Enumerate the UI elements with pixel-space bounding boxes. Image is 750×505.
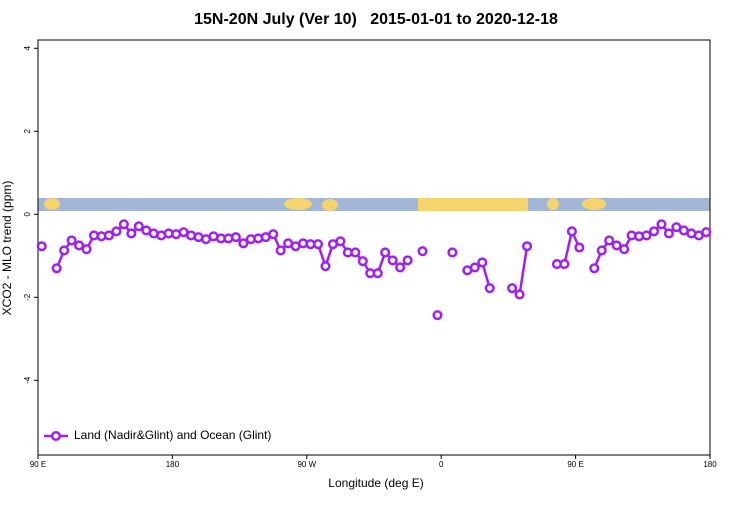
point bbox=[402, 255, 413, 266]
point bbox=[641, 230, 652, 241]
y-axis-label: XCO2 - MLO trend (ppm) bbox=[0, 181, 14, 316]
chart-title: 15N-20N July (Ver 10) 2015-01-01 to 2020… bbox=[194, 11, 558, 28]
point bbox=[312, 239, 324, 250]
point bbox=[574, 242, 585, 253]
land bbox=[284, 198, 312, 210]
point bbox=[417, 246, 428, 257]
map-strip bbox=[38, 198, 710, 211]
point bbox=[335, 236, 346, 247]
point bbox=[611, 240, 622, 251]
x-tick-label: 90 E bbox=[567, 460, 583, 469]
point bbox=[619, 244, 630, 255]
y-tick-label: 4 bbox=[23, 46, 32, 51]
point bbox=[111, 226, 122, 237]
point bbox=[350, 247, 361, 258]
point bbox=[596, 245, 607, 256]
point bbox=[663, 228, 674, 239]
x-tick-label: 180 bbox=[703, 460, 717, 469]
x-tick-label: 90 W bbox=[297, 460, 316, 469]
point bbox=[522, 241, 533, 252]
land bbox=[582, 198, 606, 210]
point bbox=[275, 245, 286, 256]
point bbox=[380, 247, 391, 258]
x-axis-label: Longitude (deg E) bbox=[328, 476, 423, 490]
point bbox=[589, 263, 600, 274]
point bbox=[395, 262, 406, 273]
point bbox=[59, 245, 70, 256]
point bbox=[133, 221, 144, 232]
land bbox=[547, 198, 559, 210]
point bbox=[566, 226, 577, 237]
point bbox=[230, 232, 241, 243]
land bbox=[322, 199, 338, 211]
ocean-band bbox=[38, 198, 710, 211]
point bbox=[514, 289, 525, 300]
point bbox=[66, 235, 77, 246]
y-tick-label: 0 bbox=[23, 212, 32, 217]
x-tick-label: 90 E bbox=[30, 460, 46, 469]
point bbox=[469, 262, 480, 273]
point bbox=[126, 228, 137, 239]
legend-label: Land (Nadir&Glint) and Ocean (Glint) bbox=[74, 428, 271, 442]
point bbox=[648, 226, 660, 237]
point bbox=[447, 247, 458, 258]
point bbox=[432, 310, 443, 321]
point bbox=[268, 229, 279, 240]
point bbox=[74, 240, 85, 251]
point bbox=[51, 263, 62, 274]
land bbox=[418, 198, 528, 211]
y-tick-label: 2 bbox=[23, 129, 32, 134]
point bbox=[118, 219, 129, 230]
x-tick-label: 0 bbox=[439, 460, 444, 469]
point bbox=[103, 230, 114, 241]
point bbox=[387, 255, 398, 266]
point bbox=[372, 268, 383, 279]
plot-frame bbox=[37, 39, 711, 456]
y-tick-label: -4 bbox=[23, 376, 32, 384]
point bbox=[701, 227, 712, 238]
point bbox=[238, 238, 249, 249]
point bbox=[320, 261, 331, 272]
land bbox=[44, 198, 60, 210]
point bbox=[559, 259, 570, 270]
point bbox=[484, 283, 495, 294]
y-tick-label: -2 bbox=[23, 293, 32, 301]
point bbox=[81, 244, 92, 255]
point bbox=[507, 283, 518, 294]
point bbox=[656, 219, 667, 230]
legend-marker bbox=[50, 430, 62, 442]
x-tick-label: 180 bbox=[166, 460, 180, 469]
point bbox=[36, 241, 47, 252]
point bbox=[604, 235, 615, 246]
point bbox=[357, 256, 368, 267]
point bbox=[477, 257, 488, 268]
